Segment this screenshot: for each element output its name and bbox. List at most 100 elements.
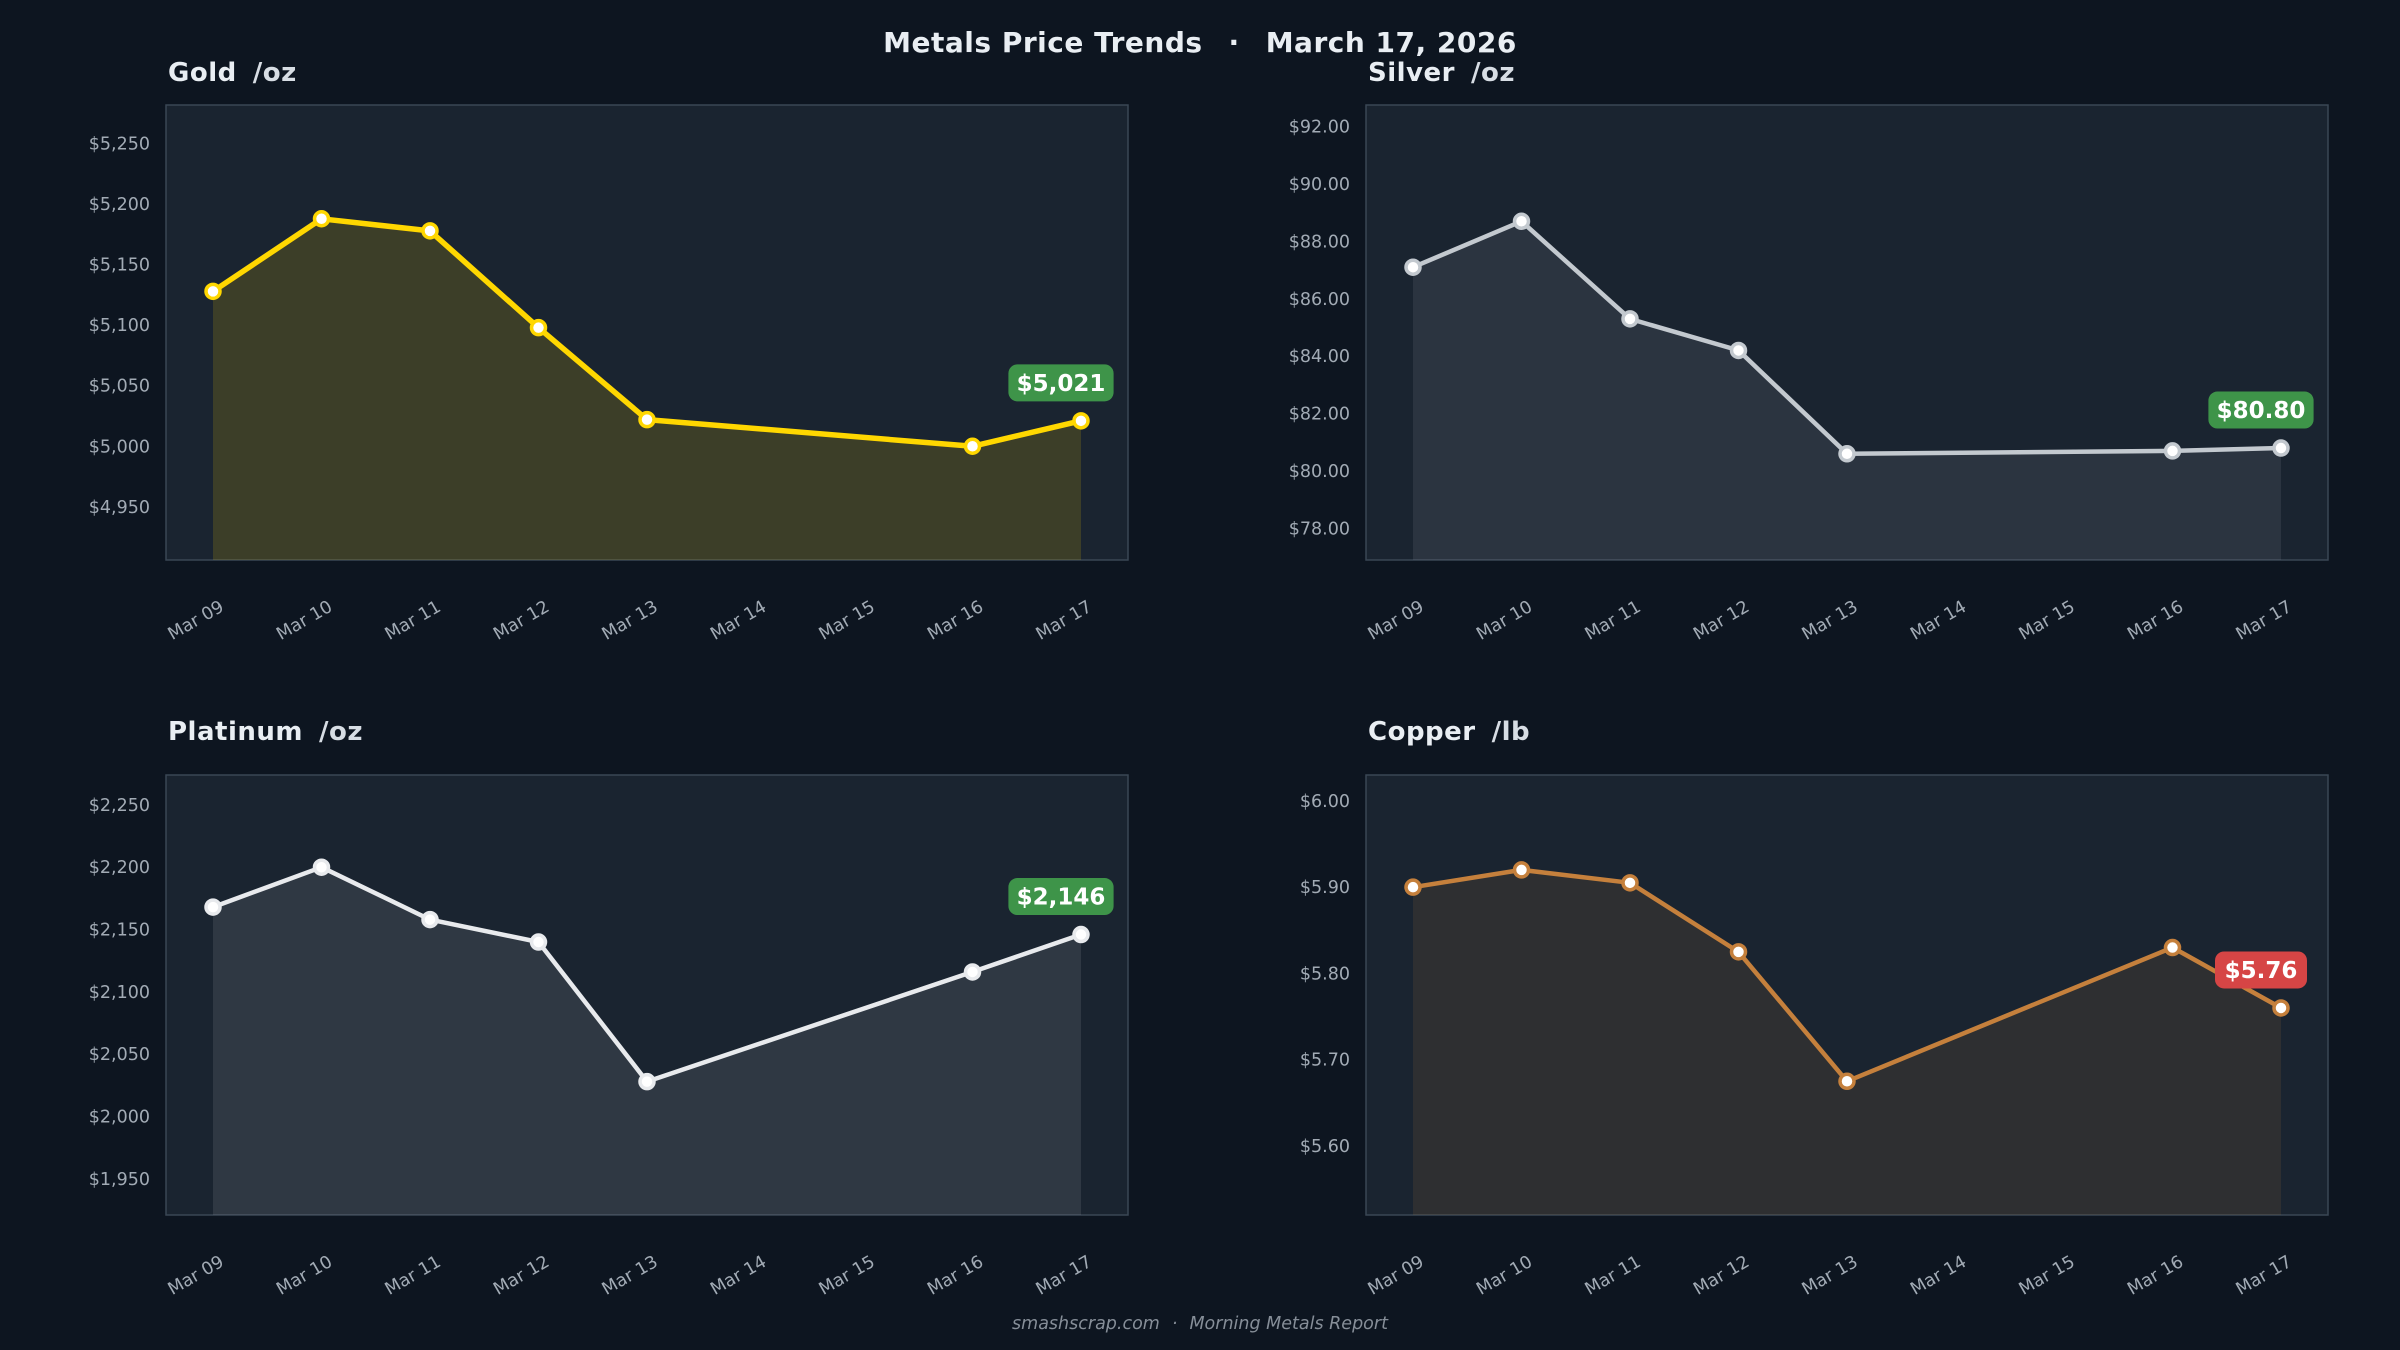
x-tick-label: Mar 13 bbox=[599, 597, 662, 645]
copper-chart-unit: /lb bbox=[1491, 717, 1531, 747]
platinum-chart-panel: Platinum/oz $2,250 $2,200 $2,150 $2,100 $2,0… bbox=[0, 675, 1200, 1350]
y-tick-label: $5,000 bbox=[89, 437, 150, 457]
page-title: Metals Price Trends · March 17, 2026 bbox=[0, 26, 2400, 59]
x-tick-label: Mar 12 bbox=[490, 597, 553, 645]
x-tick-label: Mar 12 bbox=[1690, 1252, 1753, 1300]
y-tick-label: $86.00 bbox=[1289, 290, 1350, 310]
data-point bbox=[529, 933, 548, 951]
y-tick-label: $5.60 bbox=[1300, 1137, 1350, 1157]
data-point bbox=[312, 858, 331, 876]
gold-chart-panel: Gold/oz $5,250 $5,200 $5,150 $5,100 $5,050 $5… bbox=[0, 0, 1200, 675]
title-separator-dot: · bbox=[1228, 26, 1240, 59]
platinum-chart-name: Platinum bbox=[168, 717, 303, 747]
data-point bbox=[2163, 442, 2182, 460]
x-tick-label: Mar 14 bbox=[707, 1252, 770, 1300]
y-axis-labels: $5,250 $5,200 $5,150 $5,100 $5,050 $5,000 $4,9… bbox=[89, 135, 150, 518]
y-tick-label: $2,150 bbox=[89, 921, 150, 941]
y-axis-labels: $92.00 $90.00 $88.00 $86.00 $84.00 $82.00 $80.… bbox=[1289, 118, 1350, 540]
x-tick-label: Mar 12 bbox=[490, 1252, 553, 1300]
y-tick-label: $5,050 bbox=[89, 377, 150, 397]
badge-value-text: $5,021 bbox=[1017, 371, 1106, 397]
y-tick-label: $80.00 bbox=[1289, 462, 1350, 482]
x-tick-label: Mar 16 bbox=[924, 597, 987, 645]
badge-background bbox=[1008, 364, 1114, 402]
x-tick-label: Mar 11 bbox=[1582, 597, 1645, 645]
data-point bbox=[1512, 861, 1531, 879]
gold-line-chart: $5,250 $5,200 $5,150 $5,100 $5,050 $5,000 $4,9… bbox=[89, 104, 1129, 645]
data-point bbox=[204, 898, 222, 916]
series-area-fill bbox=[213, 218, 1081, 561]
platinum-line-chart: $2,250 $2,200 $2,150 $2,100 $2,050 $2,000 $1,9… bbox=[89, 774, 1129, 1300]
y-tick-label: $5.70 bbox=[1300, 1051, 1350, 1071]
silver-chart-panel: Silver/oz $92.00 $90.00 $88.00 $86.00 $84.00… bbox=[1200, 0, 2400, 675]
series-area-fill bbox=[1413, 221, 2281, 561]
y-tick-label: $2,250 bbox=[89, 796, 150, 816]
data-point bbox=[2272, 999, 2290, 1017]
gold-chart-title: Gold/oz bbox=[168, 58, 297, 88]
gold-chart-unit: /oz bbox=[252, 58, 297, 88]
silver-line-chart: $92.00 $90.00 $88.00 $86.00 $84.00 $82.00 $80.… bbox=[1289, 104, 2329, 645]
x-axis-labels: Mar 09 Mar 10 Mar 11 Mar 12 Mar 13 Mar 14 Mar … bbox=[1365, 1252, 2296, 1300]
x-tick-label: Mar 14 bbox=[707, 597, 770, 645]
gold-chart-name: Gold bbox=[168, 58, 237, 88]
data-point bbox=[204, 282, 222, 301]
y-axis-labels: $6.00 $5.90 $5.80 $5.70 $5.60 bbox=[1300, 792, 1350, 1157]
series-area-fill bbox=[213, 867, 1081, 1215]
y-axis-labels: $2,250 $2,200 $2,150 $2,100 $2,050 $2,000 $1,9… bbox=[89, 796, 150, 1190]
data-point bbox=[1838, 1072, 1856, 1091]
data-point bbox=[963, 437, 982, 455]
footer-report-name: Morning Metals Report bbox=[1189, 1314, 1388, 1334]
y-tick-label: $90.00 bbox=[1289, 175, 1350, 195]
x-tick-label: Mar 15 bbox=[2016, 597, 2079, 645]
y-tick-label: $5.80 bbox=[1300, 964, 1350, 984]
x-tick-label: Mar 16 bbox=[924, 1252, 987, 1300]
data-point bbox=[1404, 258, 1422, 276]
y-tick-label: $78.00 bbox=[1289, 519, 1350, 539]
x-tick-label: Mar 09 bbox=[1365, 597, 1428, 645]
x-axis-labels: Mar 09 Mar 10 Mar 11 Mar 12 Mar 13 Mar 14 Mar … bbox=[165, 597, 1096, 645]
silver-chart-unit: /oz bbox=[1470, 58, 1515, 88]
data-point bbox=[312, 210, 331, 228]
y-tick-label: $4,950 bbox=[89, 498, 150, 518]
badge-value-text: $5.76 bbox=[2225, 958, 2298, 984]
badge-background bbox=[2208, 391, 2314, 429]
x-tick-label: Mar 10 bbox=[273, 597, 336, 645]
x-tick-label: Mar 11 bbox=[382, 597, 445, 645]
x-tick-label: Mar 16 bbox=[2124, 1252, 2187, 1300]
x-tick-label: Mar 09 bbox=[165, 597, 228, 645]
y-tick-label: $2,050 bbox=[89, 1045, 150, 1065]
data-point bbox=[529, 318, 548, 337]
data-point bbox=[2272, 439, 2290, 457]
x-tick-label: Mar 15 bbox=[2016, 1252, 2079, 1300]
x-tick-label: Mar 17 bbox=[1033, 1252, 1096, 1300]
x-axis-labels: Mar 09 Mar 10 Mar 11 Mar 12 Mar 13 Mar 14 Mar … bbox=[165, 1252, 1096, 1300]
last-value-badge: $5.76 bbox=[2215, 951, 2307, 989]
y-tick-label: $84.00 bbox=[1289, 347, 1350, 367]
data-point-markers bbox=[1404, 212, 2290, 463]
last-value-badge: $5,021 bbox=[1008, 364, 1114, 402]
data-point bbox=[421, 222, 439, 240]
x-tick-label: Mar 12 bbox=[1690, 597, 1753, 645]
y-tick-label: $5,100 bbox=[89, 316, 150, 336]
x-tick-label: Mar 14 bbox=[1907, 597, 1970, 645]
y-tick-label: $2,200 bbox=[89, 858, 150, 878]
copper-chart-name: Copper bbox=[1368, 717, 1476, 747]
last-value-badge: $80.80 bbox=[2208, 391, 2314, 429]
data-point-markers bbox=[204, 858, 1090, 1091]
y-tick-label: $2,000 bbox=[89, 1108, 150, 1128]
data-point bbox=[1072, 925, 1090, 944]
silver-chart-name: Silver bbox=[1368, 58, 1455, 88]
footer-site: smashscrap.com bbox=[1012, 1314, 1160, 1334]
y-tick-label: $5,150 bbox=[89, 256, 150, 276]
platinum-chart-unit: /oz bbox=[318, 717, 363, 747]
copper-chart-panel: Copper/lb $6.00 $5.90 $5.80 $5.70 $5.60 Mar 0… bbox=[1200, 675, 2400, 1350]
x-tick-label: Mar 14 bbox=[1907, 1252, 1970, 1300]
data-point bbox=[1621, 874, 1639, 892]
plot-area bbox=[165, 774, 1129, 1216]
badge-value-text: $2,146 bbox=[1017, 885, 1106, 911]
y-tick-label: $2,100 bbox=[89, 983, 150, 1003]
data-point bbox=[421, 910, 439, 929]
x-tick-label: Mar 13 bbox=[1799, 1252, 1862, 1300]
data-point bbox=[1729, 341, 1748, 360]
